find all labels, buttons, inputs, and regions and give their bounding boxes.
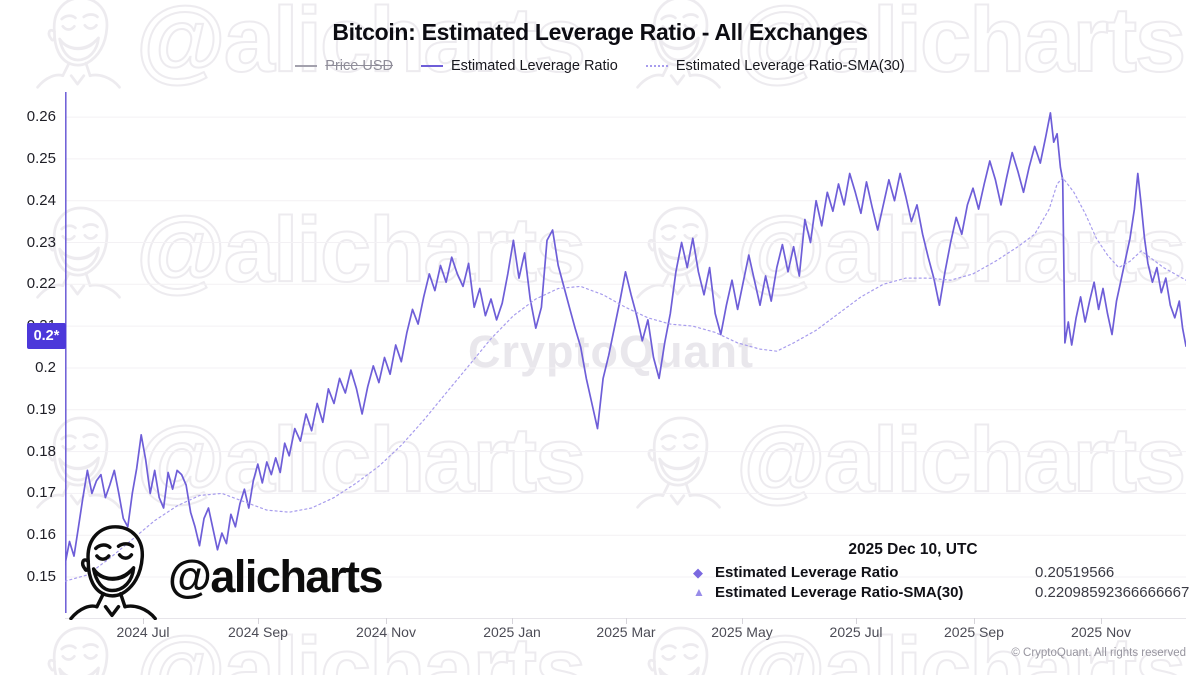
y-axis-label: 0.25 [26, 150, 56, 167]
series-sma [64, 177, 1187, 582]
y-axis-label: 0.2 [35, 359, 56, 376]
alicharts-logo-text: @alicharts [168, 551, 383, 602]
y-axis-label: 0.18 [26, 443, 56, 460]
alicharts-face-icon [36, 0, 121, 89]
tooltip-value: 0.22098592366666667 [1035, 583, 1190, 601]
alicharts-logo: @alicharts [58, 520, 383, 620]
x-axis-line [65, 618, 1186, 619]
x-axis-label: 2025 Mar [596, 624, 656, 640]
x-axis-tick [258, 618, 259, 624]
purple-line-icon [420, 65, 443, 67]
x-axis-tick [512, 618, 513, 624]
tooltip: 2025 Dec 10, UTC ◆ Estimated Leverage Ra… [693, 541, 1193, 602]
x-axis-tick [1101, 618, 1102, 624]
tooltip-date: 2025 Dec 10, UTC [848, 541, 978, 558]
alicharts-face-icon [58, 520, 166, 620]
x-axis-label: 2025 Sep [944, 624, 1004, 640]
x-axis-tick [742, 618, 743, 624]
tooltip-label: Estimated Leverage Ratio-SMA(30) [715, 583, 964, 601]
watermark-text: @alicharts [135, 0, 587, 92]
y-axis-label: 0.15 [26, 568, 56, 585]
line-chart [64, 92, 1187, 613]
x-axis-tick [974, 618, 975, 624]
copyright-text: © CryptoQuant. All rights reserved [1011, 647, 1186, 659]
legend-label: Estimated Leverage Ratio [450, 58, 618, 74]
alicharts-watermark-tile: @alicharts [25, 0, 587, 105]
y-axis-label: 0.16 [26, 526, 56, 543]
x-axis-label: 2025 May [711, 624, 773, 640]
x-axis-label: 2025 Jan [483, 624, 541, 640]
legend-label: Price USD [325, 58, 393, 74]
legend-item-leverage-ratio[interactable]: Estimated Leverage Ratio [420, 58, 618, 74]
x-axis-tick [143, 618, 144, 624]
chart-title: Bitcoin: Estimated Leverage Ratio - All … [332, 19, 868, 45]
diamond-icon: ◆ [693, 565, 703, 580]
alicharts-face-icon [69, 525, 157, 620]
legend-label: Estimated Leverage Ratio-SMA(30) [675, 58, 905, 74]
x-axis-label: 2025 Jul [829, 624, 883, 640]
tooltip-row: ◆ Estimated Leverage Ratio 0.20519566 [693, 563, 1193, 583]
y-axis-label: 0.23 [26, 234, 56, 251]
series-main [64, 112, 1187, 566]
x-axis-tick [856, 618, 857, 624]
x-axis-label: 2024 Nov [356, 624, 416, 640]
tooltip-label: Estimated Leverage Ratio [715, 564, 899, 581]
alicharts-watermark-tile: @alicharts [625, 0, 1187, 105]
triangle-icon: ▲ [693, 584, 705, 599]
tooltip-row: ▲ Estimated Leverage Ratio-SMA(30) 0.220… [693, 583, 1193, 603]
dotted-line-icon [645, 65, 668, 67]
legend: Price USD Estimated Leverage Ratio Estim… [0, 58, 1200, 74]
x-axis-label: 2025 Nov [1071, 624, 1131, 640]
watermark-text: @alicharts [735, 0, 1187, 92]
y-axis-label: 0.24 [26, 192, 56, 209]
x-axis-tick [386, 618, 387, 624]
legend-item-leverage-ratio-sma[interactable]: Estimated Leverage Ratio-SMA(30) [645, 58, 905, 74]
y-axis-label: 0.19 [26, 401, 56, 418]
current-value-badge: 0.2* [27, 323, 66, 349]
y-axis-label: 0.26 [26, 108, 56, 125]
y-axis-label: 0.17 [26, 484, 56, 501]
tooltip-value: 0.20519566 [1035, 564, 1115, 581]
y-axis-label: 0.22 [26, 275, 56, 292]
alicharts-face-icon [636, 0, 721, 89]
gray-line-icon [295, 65, 318, 67]
legend-item-price-usd[interactable]: Price USD [295, 58, 393, 74]
plot-area[interactable] [64, 92, 1187, 618]
x-axis-label: 2024 Sep [228, 624, 288, 640]
x-axis-tick [626, 618, 627, 624]
x-axis-label: 2024 Jul [116, 624, 170, 640]
